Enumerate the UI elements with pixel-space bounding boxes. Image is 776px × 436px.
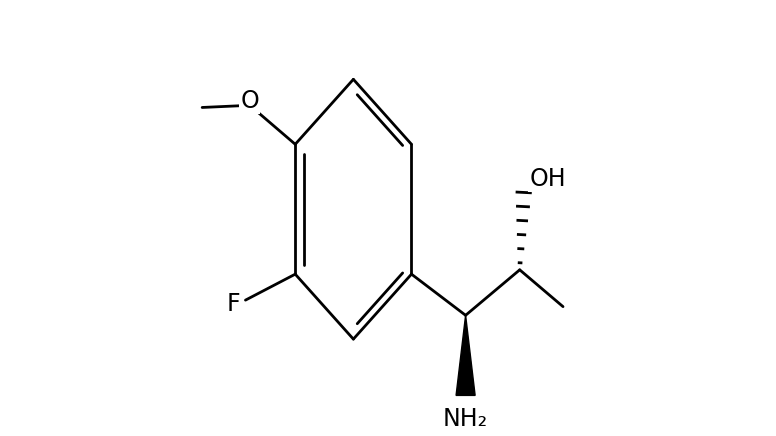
Polygon shape bbox=[456, 315, 475, 395]
Text: OH: OH bbox=[529, 167, 566, 191]
Text: O: O bbox=[241, 89, 259, 113]
Text: NH₂: NH₂ bbox=[443, 407, 488, 431]
Text: F: F bbox=[227, 293, 240, 317]
